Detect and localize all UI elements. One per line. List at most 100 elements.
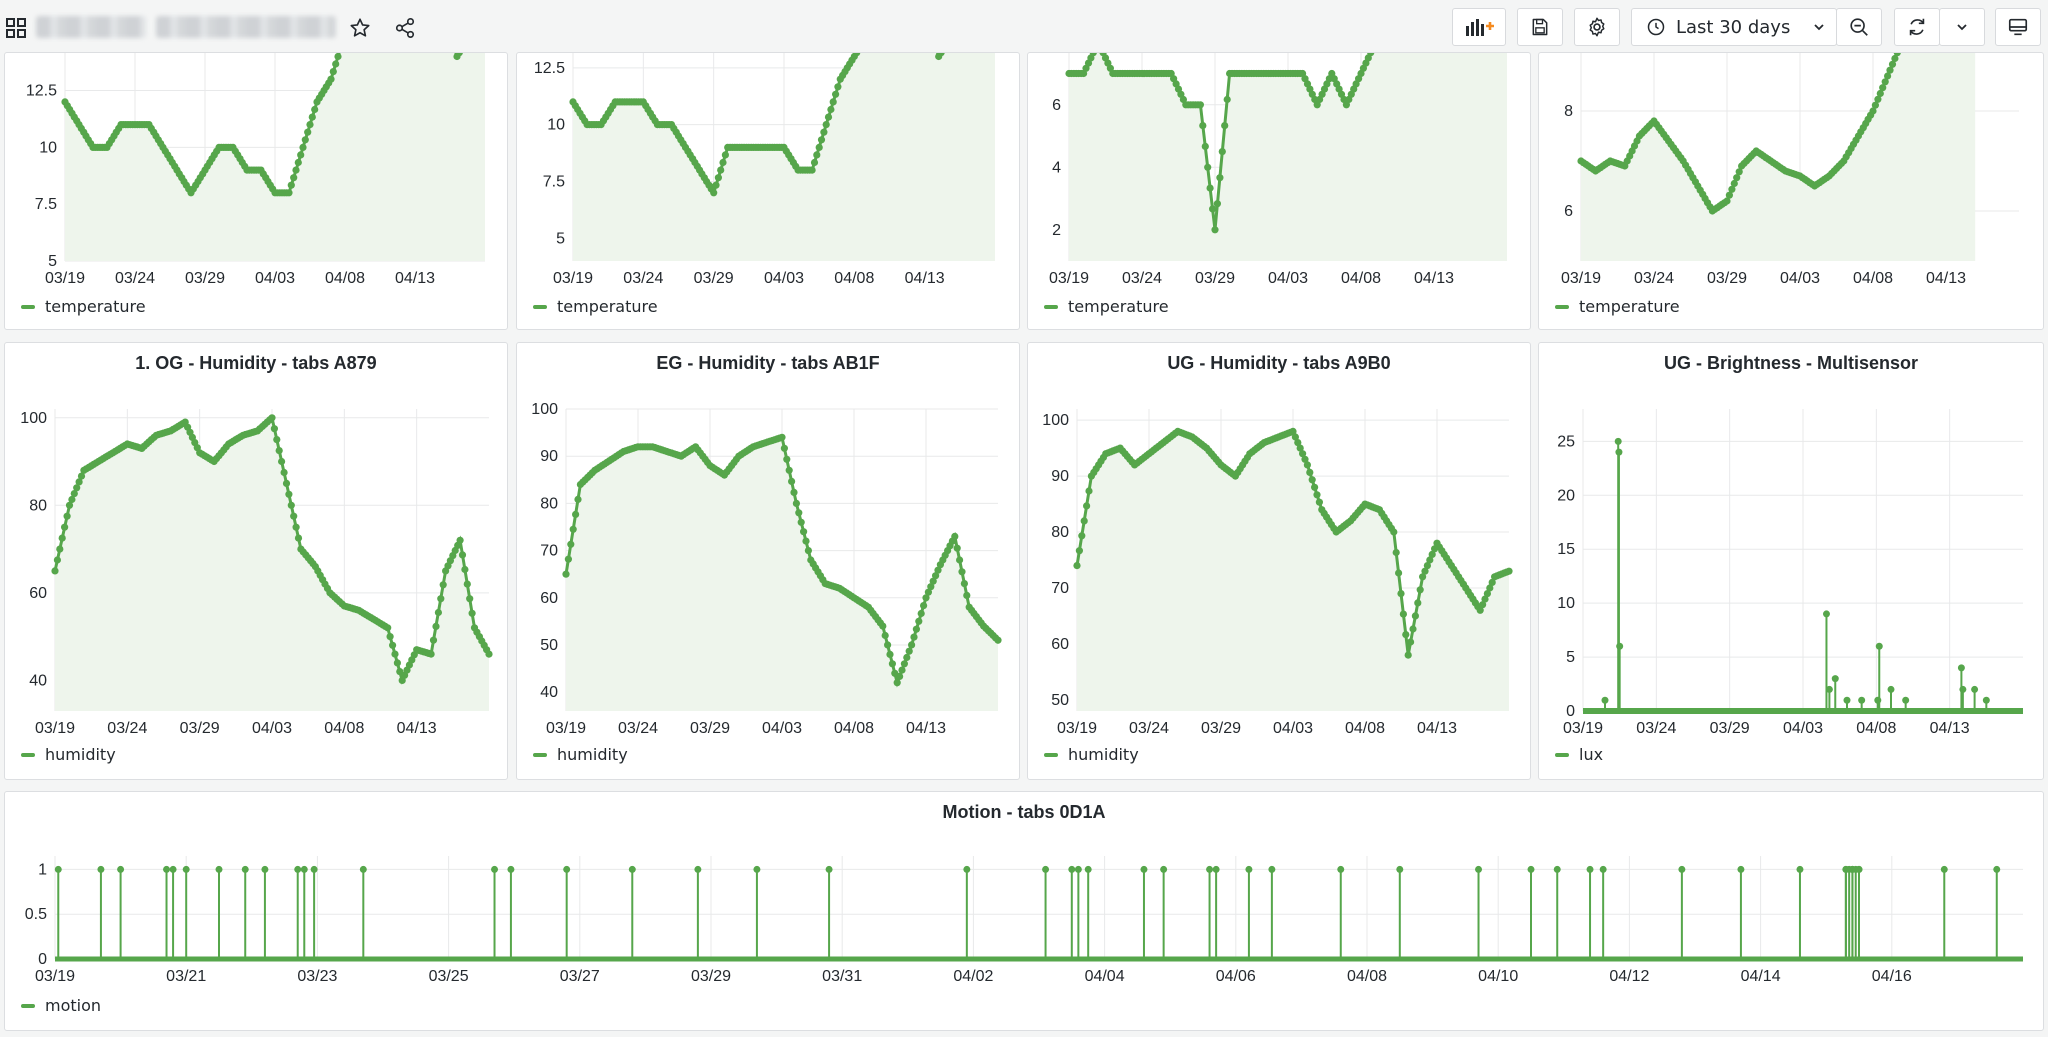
data-point: [310, 865, 318, 873]
legend-item[interactable]: humidity: [1044, 745, 1139, 764]
data-point: [285, 490, 293, 498]
data-point: [54, 865, 62, 873]
x-tick-label: 03/24: [1634, 270, 1674, 287]
data-point: [1678, 865, 1686, 873]
data-point: [824, 113, 833, 121]
data-point: [574, 495, 582, 503]
data-point: [1735, 168, 1743, 176]
legend-item[interactable]: lux: [1555, 745, 1603, 764]
data-point: [778, 433, 786, 441]
panel-1[interactable]: 1512.5107.5503/1903/2403/2904/0304/0804/…: [4, 52, 508, 330]
share-icon[interactable]: [391, 14, 419, 42]
y-tick-label: 40: [29, 672, 47, 689]
data-point: [278, 457, 286, 466]
data-point: [1078, 532, 1086, 540]
legend-item[interactable]: humidity: [533, 745, 628, 764]
data-point: [1982, 696, 1990, 704]
data-point: [294, 158, 302, 167]
data-point: [910, 633, 918, 641]
data-point: [61, 523, 69, 531]
y-tick-label: 6: [1564, 203, 1573, 220]
panel-9[interactable]: Motion - tabs 0D1A 1 0.5 0 03/19 03/21 03/23 03…: [4, 791, 2044, 1031]
data-point: [888, 660, 896, 668]
legend-item[interactable]: humidity: [21, 745, 116, 764]
add-panel-button[interactable]: [1452, 8, 1506, 46]
data-point: [1213, 200, 1221, 208]
panel-title[interactable]: UG - Humidity - tabs A9B0: [1167, 353, 1391, 373]
x-tick-label: 04/13: [395, 270, 435, 287]
data-point: [827, 105, 835, 114]
chart-plot: 100 90 80 70 60 50 03/19 03/24 03/29 04/03 04/08 04…: [1042, 409, 1513, 737]
panel-title[interactable]: Motion - tabs 0D1A: [942, 802, 1106, 822]
data-point: [56, 545, 64, 553]
x-tick-label: 04/13: [1417, 720, 1457, 737]
y-tick-label: 60: [1051, 636, 1069, 653]
y-tick-label: 6: [1052, 97, 1061, 114]
y-tick-label: 8: [1564, 103, 1573, 120]
x-tick-label: 04/16: [1872, 968, 1912, 985]
x-tick-label: 03/24: [115, 270, 155, 287]
data-point: [900, 660, 908, 668]
panel-title[interactable]: EG - Humidity - tabs AB1F: [656, 353, 880, 373]
apps-icon[interactable]: [2, 14, 30, 42]
data-point: [884, 641, 892, 649]
data-point: [1891, 54, 1899, 63]
panel-title[interactable]: UG - Brightness - Multisensor: [1663, 353, 1919, 373]
legend-item[interactable]: temperature: [533, 297, 658, 316]
legend-item[interactable]: temperature: [21, 297, 146, 316]
legend-label: temperature: [1068, 297, 1169, 316]
save-dashboard-button[interactable]: [1517, 8, 1563, 46]
data-point: [1615, 448, 1623, 456]
legend-label: humidity: [45, 745, 116, 764]
data-point: [169, 865, 177, 873]
data-point: [97, 865, 105, 873]
data-point: [384, 624, 392, 632]
panel-5[interactable]: 1. OG - Humidity - tabs A879 100 80 60 40 03/…: [4, 342, 508, 780]
x-tick-label: 03/29: [180, 720, 220, 737]
data-point: [491, 865, 499, 873]
panel-8[interactable]: UG - Brightness - Multisensor 25 20 15 10 5 0 0…: [1538, 342, 2044, 780]
data-point: [1291, 433, 1299, 441]
x-tick-label: 03/24: [1129, 720, 1169, 737]
data-point: [694, 865, 702, 873]
data-point: [429, 636, 438, 644]
panel-title[interactable]: 1. OG - Humidity - tabs A879: [135, 353, 377, 373]
panel-6[interactable]: EG - Humidity - tabs AB1F 100 90 80 70 60 50 40…: [516, 342, 1020, 780]
refresh-button[interactable]: [1894, 8, 1940, 46]
data-point: [953, 544, 961, 552]
data-point: [1223, 95, 1231, 104]
panel-3[interactable]: 864203/1903/2403/2904/0304/0804/13temper…: [1027, 52, 1531, 330]
y-tick-label: 5: [48, 253, 57, 270]
breadcrumb-folder-obscured[interactable]: [36, 16, 146, 38]
legend-item[interactable]: temperature: [1555, 297, 1680, 316]
panel-4[interactable]: 108603/1903/2403/2904/0304/0804/13temper…: [1538, 52, 2044, 330]
data-point: [1294, 439, 1302, 447]
refresh-interval-dropdown[interactable]: [1939, 8, 1985, 46]
data-point: [1843, 696, 1851, 704]
dashboard-settings-button[interactable]: [1574, 8, 1620, 46]
panel-7[interactable]: UG - Humidity - tabs A9B0 100 90 80 70 60 50 03…: [1027, 342, 1531, 780]
legend-item[interactable]: motion: [21, 996, 101, 1015]
star-icon[interactable]: [346, 14, 374, 42]
legend-item[interactable]: temperature: [1044, 297, 1169, 316]
data-point: [710, 189, 718, 197]
data-point: [927, 583, 935, 591]
x-tick-label: 03/29: [1195, 270, 1235, 287]
data-point: [1216, 174, 1224, 182]
data-point: [1483, 590, 1491, 598]
cycle-view-mode-button[interactable]: [1995, 8, 2041, 46]
data-point: [1411, 612, 1419, 620]
data-point: [215, 865, 223, 873]
time-range-picker[interactable]: Last 30 days: [1631, 8, 1837, 46]
data-point: [268, 414, 276, 422]
breadcrumb-dashboard-obscured[interactable]: [156, 16, 336, 38]
y-tick-label: 70: [540, 543, 558, 560]
panel-2[interactable]: 1512.5107.5503/1903/2403/2904/0304/0804/…: [516, 52, 1020, 330]
data-point: [1160, 865, 1168, 873]
y-tick-label: 2: [1052, 222, 1061, 239]
data-point: [963, 591, 971, 599]
data-point: [1308, 476, 1316, 484]
data-point: [287, 181, 295, 189]
zoom-out-button[interactable]: [1836, 8, 1882, 46]
x-tick-label: 04/03: [1268, 270, 1308, 287]
